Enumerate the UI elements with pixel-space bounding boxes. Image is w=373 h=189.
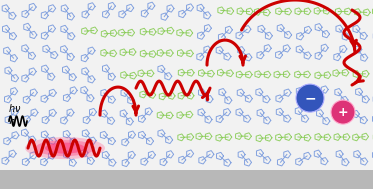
Text: +: + bbox=[338, 106, 348, 119]
Circle shape bbox=[331, 100, 355, 124]
Ellipse shape bbox=[35, 140, 95, 156]
Circle shape bbox=[296, 84, 324, 112]
Bar bbox=[0, 170, 373, 189]
Text: $\mathcal{n}$: $\mathcal{n}$ bbox=[8, 115, 16, 126]
Ellipse shape bbox=[45, 143, 85, 154]
Ellipse shape bbox=[25, 137, 105, 159]
Text: −: − bbox=[304, 91, 316, 105]
Text: $h\nu$: $h\nu$ bbox=[8, 102, 21, 114]
